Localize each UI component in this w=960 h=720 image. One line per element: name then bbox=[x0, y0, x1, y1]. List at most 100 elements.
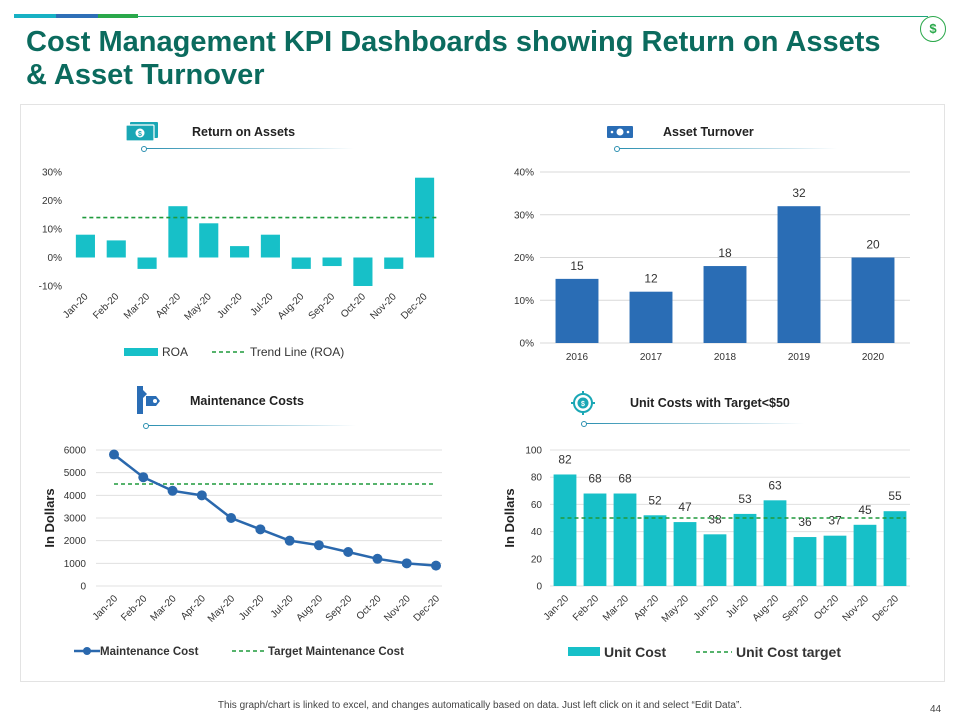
wrench-tag-icon bbox=[137, 386, 160, 414]
unitcost-bar bbox=[583, 493, 607, 586]
y-tick-label: 60 bbox=[531, 500, 543, 511]
x-tick-label: 2020 bbox=[862, 352, 885, 363]
x-tick-label: Mar-20 bbox=[601, 593, 631, 623]
x-tick-label: Jul-20 bbox=[724, 593, 751, 620]
data-label: 55 bbox=[888, 489, 902, 503]
data-label: 36 bbox=[798, 515, 812, 529]
legend-label-trend: Trend Line (ROA) bbox=[250, 345, 344, 359]
header-rule bbox=[138, 16, 928, 17]
unitcost-bar bbox=[613, 493, 637, 586]
roa-bar bbox=[137, 257, 157, 269]
legend-marker-maintenance bbox=[83, 647, 91, 655]
x-tick-label: Jul-20 bbox=[248, 291, 275, 318]
x-tick-label: 2017 bbox=[640, 352, 663, 363]
svg-text:$: $ bbox=[138, 131, 142, 138]
data-label: 38 bbox=[708, 512, 722, 526]
roa-bar bbox=[322, 257, 342, 267]
maintenance-chart: 0 1000 2000 3000 4000 5000 6000 In Dollars Jan-2… bbox=[42, 446, 443, 659]
y-tick-label: 20% bbox=[42, 196, 62, 207]
dashboard-panel bbox=[20, 104, 945, 682]
x-tick-label: Apr-20 bbox=[632, 593, 661, 622]
data-label: 47 bbox=[678, 500, 692, 514]
x-tick-label: Nov-20 bbox=[368, 291, 399, 322]
legend-label-roa: ROA bbox=[162, 345, 188, 359]
maintenance-series-line bbox=[113, 453, 437, 567]
roa-bar bbox=[106, 240, 126, 258]
turnover-bar bbox=[629, 291, 673, 343]
x-tick-label: 2018 bbox=[714, 352, 737, 363]
x-tick-label: Jun-20 bbox=[692, 593, 722, 623]
legend-label-unitcost: Unit Cost bbox=[604, 644, 667, 660]
y-tick-label: 0 bbox=[536, 582, 542, 593]
x-tick-label: Mar-20 bbox=[148, 593, 178, 623]
x-tick-label: Jan-20 bbox=[91, 593, 121, 623]
data-label: 68 bbox=[618, 472, 632, 486]
x-tick-label: 2019 bbox=[788, 352, 811, 363]
data-label: 45 bbox=[858, 503, 872, 517]
unitcost-chart-title: Unit Costs with Target<$50 bbox=[630, 396, 790, 410]
target-dollar-icon: $ bbox=[571, 391, 595, 415]
y-tick-label: 1000 bbox=[64, 559, 87, 570]
turnover-title-underline bbox=[614, 145, 837, 152]
y-tick-label: 30% bbox=[42, 168, 62, 179]
x-tick-label: 2016 bbox=[566, 352, 589, 363]
maintenance-point bbox=[255, 524, 266, 535]
unitcost-bar bbox=[643, 515, 667, 586]
data-label: 82 bbox=[558, 452, 572, 466]
y-axis-label: In Dollars bbox=[42, 488, 57, 547]
y-tick-label: -10% bbox=[39, 282, 62, 293]
x-tick-label: May-20 bbox=[660, 593, 692, 625]
maintenance-point bbox=[226, 513, 237, 523]
unitcost-bar bbox=[553, 474, 577, 586]
y-tick-label: 6000 bbox=[64, 446, 87, 457]
dollar-badge-icon: $ bbox=[920, 16, 946, 42]
x-tick-label: Dec-20 bbox=[412, 593, 443, 624]
footer-note: This graph/chart is linked to excel, and… bbox=[217, 700, 743, 711]
y-tick-label: 10% bbox=[514, 296, 534, 307]
svg-text:$: $ bbox=[581, 401, 585, 408]
header-accent-bar bbox=[14, 14, 138, 18]
roa-bar bbox=[168, 206, 188, 258]
roa-bar bbox=[415, 177, 435, 258]
x-tick-label: Oct-20 bbox=[339, 291, 368, 320]
data-label: 18 bbox=[718, 246, 732, 260]
roa-bar bbox=[199, 223, 219, 258]
y-tick-label: 0 bbox=[80, 582, 86, 593]
turnover-chart: 0% 10% 20% 30% 40% 15 2016 12 2017 18 2018 32 2019 20… bbox=[514, 168, 910, 363]
roa-chart-title: Return on Assets bbox=[192, 125, 296, 139]
y-tick-label: 20% bbox=[514, 253, 534, 264]
cash-icon bbox=[607, 126, 633, 138]
y-tick-label: 5000 bbox=[64, 468, 87, 479]
x-tick-label: Jan-20 bbox=[61, 291, 91, 321]
data-label: 32 bbox=[792, 186, 806, 200]
x-tick-label: Nov-20 bbox=[382, 593, 413, 624]
turnover-bar bbox=[851, 257, 895, 343]
roa-bar bbox=[260, 234, 280, 258]
unitcost-chart: 0 20 40 60 80 100 In Dollars 82 Jan-20 68 Feb-20 68… bbox=[502, 446, 910, 660]
turnover-bar bbox=[555, 278, 599, 343]
maintenance-title-underline bbox=[143, 422, 356, 429]
data-label: 20 bbox=[866, 238, 880, 252]
page-number: 44 bbox=[930, 704, 942, 715]
maintenance-point bbox=[313, 540, 324, 551]
legend-swatch-unitcost bbox=[568, 647, 600, 656]
unitcost-bar bbox=[823, 535, 847, 586]
data-label: 68 bbox=[588, 472, 602, 486]
data-label: 63 bbox=[768, 478, 782, 492]
turnover-chart-title: Asset Turnover bbox=[663, 125, 754, 139]
y-tick-label: 80 bbox=[531, 473, 543, 484]
y-tick-label: 4000 bbox=[64, 491, 87, 502]
maintenance-chart-title: Maintenance Costs bbox=[190, 394, 304, 408]
turnover-bar bbox=[777, 206, 821, 343]
y-tick-label: 100 bbox=[525, 446, 542, 457]
y-tick-label: 30% bbox=[514, 210, 534, 221]
y-tick-label: 40% bbox=[514, 168, 534, 179]
y-tick-label: 2000 bbox=[64, 536, 87, 547]
x-tick-label: Aug-20 bbox=[294, 593, 325, 624]
maintenance-point bbox=[196, 490, 207, 501]
x-tick-label: Nov-20 bbox=[841, 593, 872, 624]
x-tick-label: Apr-20 bbox=[154, 291, 183, 320]
y-axis-label: In Dollars bbox=[502, 488, 517, 547]
y-tick-label: 40 bbox=[531, 527, 543, 538]
unitcost-bar bbox=[763, 500, 787, 586]
